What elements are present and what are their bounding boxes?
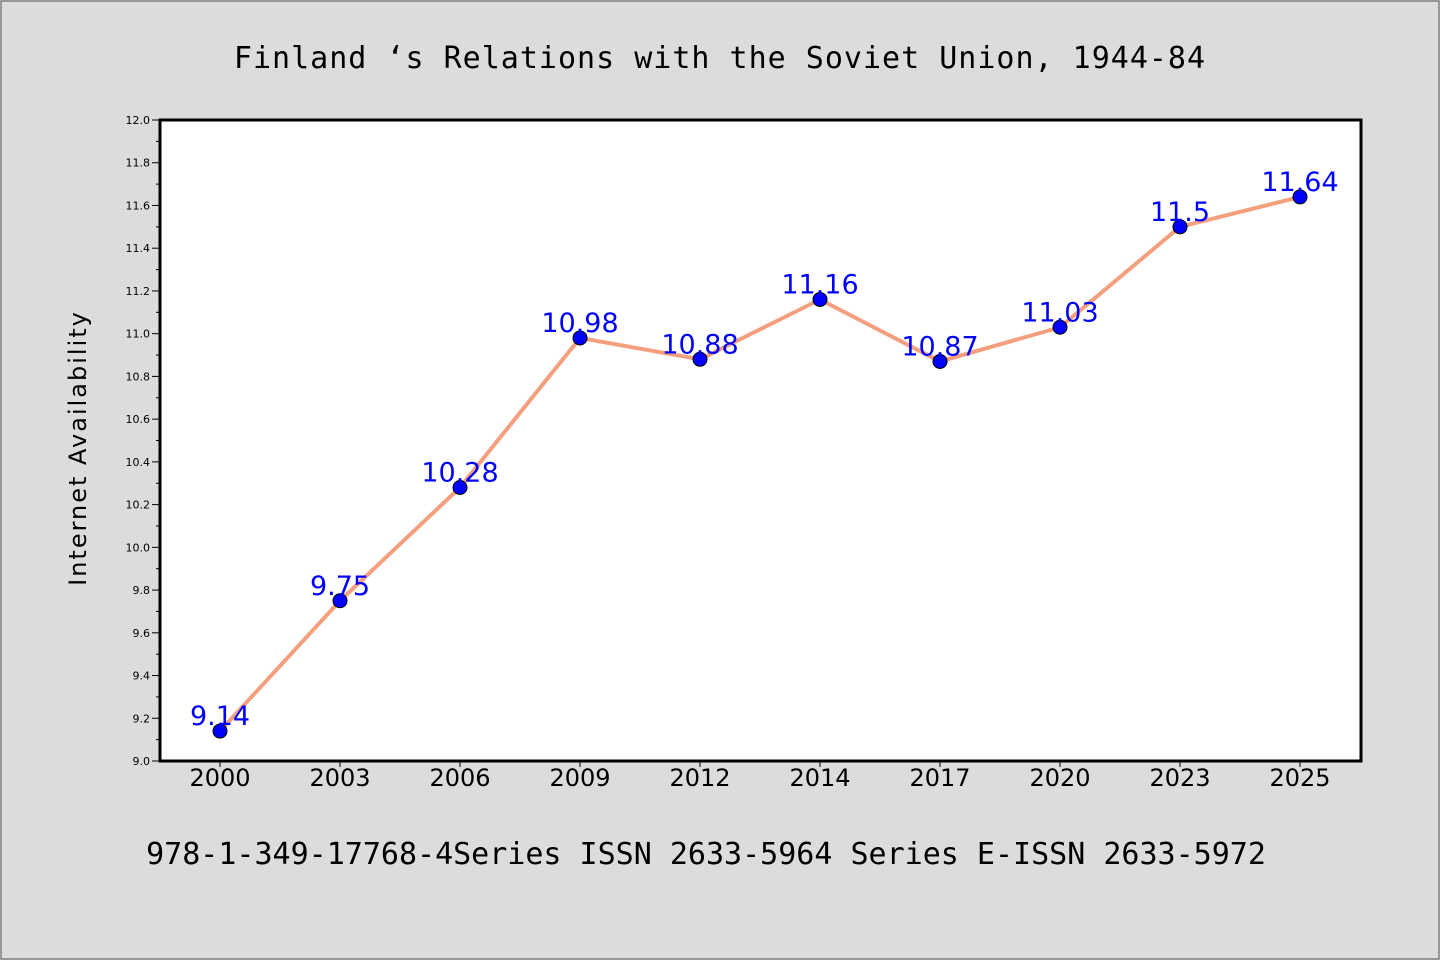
y-tick-label: 10.0 <box>126 541 151 554</box>
y-tick-label: 11.6 <box>126 199 151 212</box>
x-axis: 2000 2003 2006 2009 2012 2014 2017 2020 2023 2025 <box>189 761 1331 792</box>
y-tick-label: 10.2 <box>126 499 151 512</box>
data-point <box>812 291 828 307</box>
data-label: 10.98 <box>541 308 618 339</box>
data-label: 11.03 <box>1021 297 1098 328</box>
data-point <box>332 593 348 609</box>
data-label: 10.88 <box>661 329 738 360</box>
x-tick-label: 2003 <box>309 764 370 792</box>
x-tick-label: 2017 <box>909 764 970 792</box>
y-tick-label: 10.6 <box>126 413 151 426</box>
data-point <box>1292 189 1308 205</box>
series-line <box>218 194 1302 734</box>
x-tick-label: 2023 <box>1149 764 1210 792</box>
y-axis: 9.0 9.2 9.4 9.6 9.8 10.0 10.2 10.4 10.6 10.8 11.0 1… <box>126 114 160 768</box>
y-tick-label: 11.0 <box>126 328 151 341</box>
series-layer: 9.14 9.75 10.28 10.98 10.88 11.16 10.87 11.03 11… <box>190 167 1339 739</box>
y-tick-label: 11.4 <box>126 242 151 255</box>
data-point <box>1172 219 1188 235</box>
data-label: 11.64 <box>1261 167 1338 198</box>
data-label: 9.75 <box>310 571 370 602</box>
x-tick-label: 2020 <box>1029 764 1090 792</box>
x-tick-label: 2006 <box>429 764 490 792</box>
y-axis-label: Internet Availability <box>64 310 92 586</box>
y-tick-label: 12.0 <box>126 114 151 127</box>
y-tick-label: 11.2 <box>126 285 151 298</box>
data-point <box>452 480 468 496</box>
data-point <box>212 723 228 739</box>
x-tick-label: 2025 <box>1269 764 1330 792</box>
chart-title: Finland ‘s Relations with the Soviet Uni… <box>234 41 1206 76</box>
data-label: 11.5 <box>1150 197 1210 228</box>
x-tick-label: 2009 <box>549 764 610 792</box>
data-label: 11.16 <box>781 269 858 300</box>
data-label: 10.87 <box>901 331 978 362</box>
x-tick-label: 2014 <box>789 764 850 792</box>
footer-isbn-text: 978-1-349-17768-4Series ISSN 2633-5964 S… <box>146 837 1266 872</box>
plot-area <box>158 118 1363 763</box>
y-tick-label: 9.4 <box>133 670 151 683</box>
y-tick-label: 9.2 <box>133 712 151 725</box>
data-label: 9.14 <box>190 701 250 732</box>
y-tick-label: 10.8 <box>126 370 151 383</box>
y-tick-label: 9.6 <box>133 627 151 640</box>
data-label: 10.28 <box>421 458 498 489</box>
x-tick-label: 2000 <box>189 764 250 792</box>
y-tick-label: 10.4 <box>126 456 151 469</box>
data-point <box>572 330 588 346</box>
y-tick-label: 9.0 <box>133 755 151 768</box>
y-tick-label: 9.8 <box>133 584 151 597</box>
x-tick-label: 2012 <box>669 764 730 792</box>
data-point <box>692 351 708 367</box>
y-tick-label: 11.8 <box>126 157 151 170</box>
data-point <box>1052 319 1068 335</box>
data-point <box>932 353 948 369</box>
